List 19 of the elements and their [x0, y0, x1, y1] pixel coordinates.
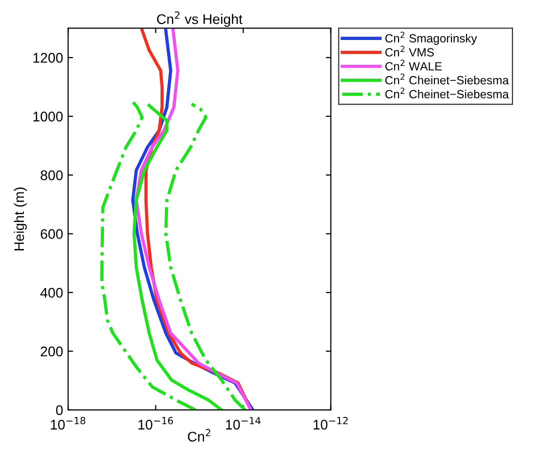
- y-tick-label: 1000: [33, 112, 63, 122]
- legend-label: Cn$^{2}$ WALE: [385, 60, 442, 70]
- y-tick-label: 800: [40, 170, 63, 180]
- y-axis-title: Height (m): [14, 188, 27, 250]
- y-tick-label: 0: [56, 405, 63, 416]
- y-tick-label: 400: [40, 288, 63, 298]
- x-tick-label: 10$^{−14}$: [226, 417, 261, 430]
- y-tick-label: 1200: [33, 52, 63, 63]
- legend-label: Cn$^{2}$ Cheinet−Siebesma: [385, 88, 509, 98]
- x-tick-label: 10$^{−12}$: [314, 416, 348, 430]
- chart-title: Cn$^{2}$ vs Height: [157, 11, 242, 27]
- legend-label: Cn$^{2}$ VMS: [385, 46, 434, 57]
- legend-label: Cn$^{2}$ Cheinet−Siebesma: [385, 74, 509, 84]
- y-tick-label: 200: [40, 346, 63, 356]
- x-tick-label: 10$^{−16}$: [138, 416, 173, 430]
- x-axis-title: Cn$^{2}$: [188, 428, 210, 442]
- legend-label: Cn$^{2}$ Smagorinsky: [385, 32, 478, 45]
- x-tick-label: 10$^{−18}$: [50, 416, 86, 430]
- y-tick-label: 600: [40, 229, 63, 239]
